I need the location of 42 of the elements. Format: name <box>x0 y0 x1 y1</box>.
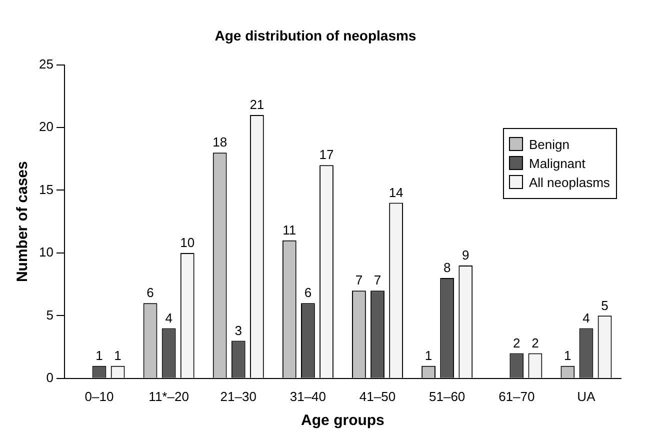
x-tick-label: UA <box>577 388 596 404</box>
x-axis-title: Age groups <box>301 412 384 430</box>
x-tick-label: 0–10 <box>84 388 114 404</box>
data-label: 1 <box>96 348 103 363</box>
data-label: 5 <box>601 298 608 313</box>
data-label: 1 <box>564 348 572 363</box>
y-tick-label: 0 <box>46 370 54 385</box>
data-label: 2 <box>532 335 539 350</box>
x-tick-label: 41–50 <box>359 388 396 404</box>
x-tick-label: 21–30 <box>220 388 256 404</box>
y-axis-title: Number of cases <box>14 161 32 282</box>
data-label: 7 <box>355 272 363 288</box>
data-label: 1 <box>424 348 432 363</box>
data-label: 21 <box>250 97 264 112</box>
chart-title: Age distribution of neoplasms <box>214 27 416 44</box>
data-label: 17 <box>319 147 334 162</box>
data-label: 7 <box>374 272 382 288</box>
y-tick-label: 25 <box>38 56 54 72</box>
x-tick-label: 11*–20 <box>148 388 189 404</box>
legend-label: Malignant <box>529 156 586 171</box>
data-label: 4 <box>582 310 590 326</box>
data-label: 18 <box>212 134 228 150</box>
y-tick-label: 20 <box>38 119 54 134</box>
x-tick-label: 61–70 <box>498 388 535 404</box>
legend-label: All neoplasms <box>529 174 610 190</box>
data-label: 14 <box>388 184 404 200</box>
data-label: 9 <box>462 248 470 263</box>
legend-label: Benign <box>529 136 570 152</box>
data-label: 3 <box>234 322 242 338</box>
y-tick-label: 5 <box>46 307 54 322</box>
data-label: 1 <box>114 348 122 363</box>
y-tick-label: 15 <box>38 182 54 197</box>
data-label: 10 <box>180 235 195 250</box>
data-label: 6 <box>146 285 154 300</box>
x-tick-label: 31–40 <box>290 388 326 404</box>
data-label: 2 <box>513 335 520 350</box>
data-label: 6 <box>304 285 312 300</box>
data-label: 4 <box>165 310 172 326</box>
x-tick-label: 51–60 <box>429 388 466 404</box>
data-label: 11 <box>282 222 296 238</box>
data-label: 8 <box>443 260 451 276</box>
y-tick-label: 10 <box>38 244 54 260</box>
